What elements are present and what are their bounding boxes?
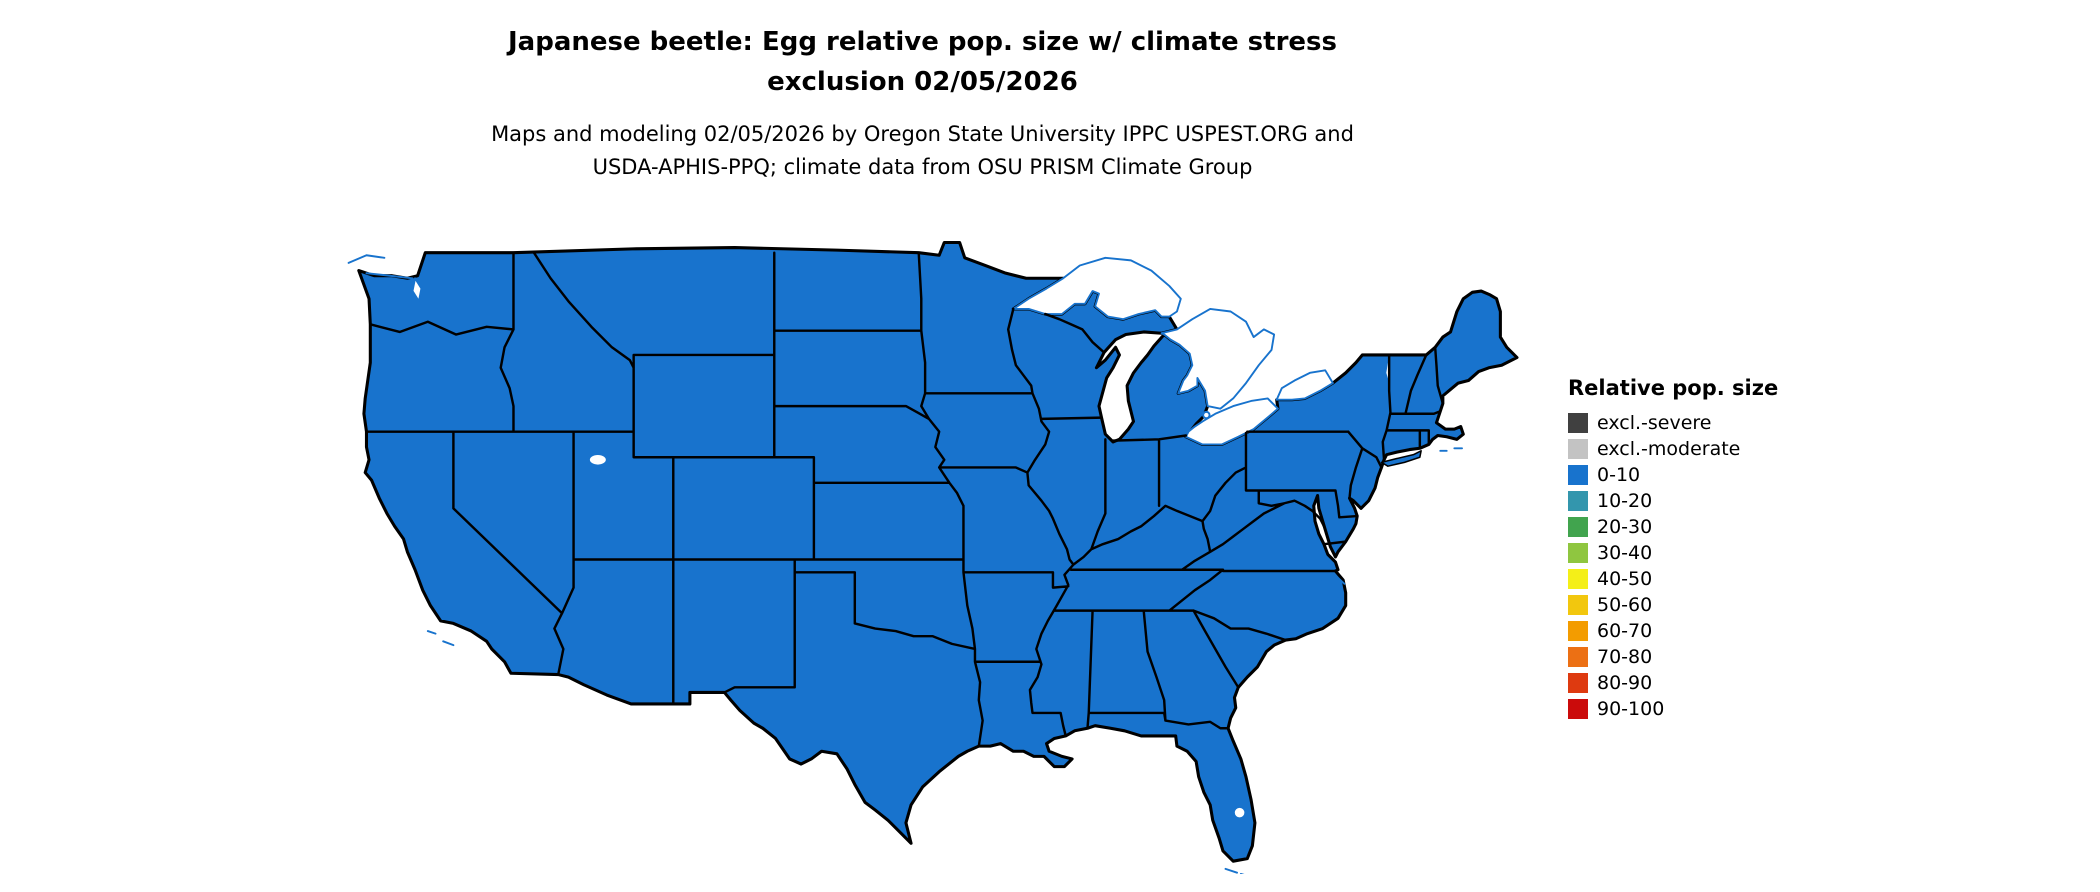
legend-label: excl.-severe xyxy=(1597,412,1712,434)
legend-label: 0-10 xyxy=(1597,464,1641,486)
state-borders xyxy=(365,251,1445,748)
channel-islands xyxy=(426,630,455,647)
map-subtitle-line1: Maps and modeling 02/05/2026 by Oregon S… xyxy=(491,122,1354,146)
legend-swatch xyxy=(1568,491,1588,511)
legend-swatch xyxy=(1568,621,1588,641)
legend-swatch xyxy=(1568,647,1588,667)
legend-swatch xyxy=(1568,595,1588,615)
legend-label: 20-30 xyxy=(1597,516,1653,538)
great-salt-lake xyxy=(587,453,608,467)
legend-item: 30-40 xyxy=(1568,540,1778,566)
legend-title: Relative pop. size xyxy=(1568,376,1779,400)
legend-item: 40-50 xyxy=(1568,566,1778,592)
legend-swatch xyxy=(1568,569,1588,589)
legend-label: excl.-moderate xyxy=(1597,438,1741,460)
legend-label: 80-90 xyxy=(1597,672,1653,694)
title-block: Japanese beetle: Egg relative pop. size … xyxy=(0,22,1845,184)
legend-items: excl.-severe excl.-moderate 0-10 10-20 20-30… xyxy=(1568,410,1778,722)
puget-sound xyxy=(411,277,423,303)
long-island xyxy=(1380,450,1422,467)
legend-label: 40-50 xyxy=(1597,568,1653,590)
legend-label: 60-70 xyxy=(1597,620,1653,642)
massachusetts-islands xyxy=(1439,447,1463,452)
us-map xyxy=(300,222,1540,874)
legend-item: 0-10 xyxy=(1568,462,1778,488)
legend-item: 50-60 xyxy=(1568,592,1778,618)
legend-label: 90-100 xyxy=(1597,698,1665,720)
legend-swatch xyxy=(1568,413,1588,433)
legend-item: 90-100 xyxy=(1568,696,1778,722)
lake-erie xyxy=(1184,397,1279,446)
lake-huron xyxy=(1160,307,1276,410)
legend-label: 30-40 xyxy=(1597,542,1653,564)
vancouver-island-shore xyxy=(347,254,386,264)
legend-label: 10-20 xyxy=(1597,490,1653,512)
legend: Relative pop. size excl.-severe excl.-mod… xyxy=(1568,376,1778,722)
map-title-line1: Japanese beetle: Egg relative pop. size … xyxy=(508,27,1337,57)
legend-item: 60-70 xyxy=(1568,618,1778,644)
legend-swatch xyxy=(1568,439,1588,459)
legend-item: 20-30 xyxy=(1568,514,1778,540)
lake-okeechobee xyxy=(1232,805,1247,820)
legend-swatch xyxy=(1568,543,1588,563)
legend-label: 70-80 xyxy=(1597,646,1653,668)
legend-item: 70-80 xyxy=(1568,644,1778,670)
lake-ontario xyxy=(1275,369,1334,401)
legend-item: excl.-moderate xyxy=(1568,436,1778,462)
legend-item: excl.-severe xyxy=(1568,410,1778,436)
map-title-line2: exclusion 02/05/2026 xyxy=(767,67,1078,97)
us-landmass xyxy=(357,240,1519,863)
legend-swatch xyxy=(1568,699,1588,719)
florida-keys xyxy=(1224,867,1245,874)
subtitle-block: Maps and modeling 02/05/2026 by Oregon S… xyxy=(0,118,1845,184)
strait-of-juan-de-fuca xyxy=(365,272,414,280)
legend-item: 80-90 xyxy=(1568,670,1778,696)
legend-label: 50-60 xyxy=(1597,594,1653,616)
legend-swatch xyxy=(1568,517,1588,537)
lake-superior xyxy=(1012,256,1182,321)
map-subtitle-line2: USDA-APHIS-PPQ; climate data from OSU PR… xyxy=(592,155,1253,179)
legend-item: 10-20 xyxy=(1568,488,1778,514)
legend-swatch xyxy=(1568,673,1588,693)
legend-swatch xyxy=(1568,465,1588,485)
lake-st-clair xyxy=(1202,410,1211,420)
